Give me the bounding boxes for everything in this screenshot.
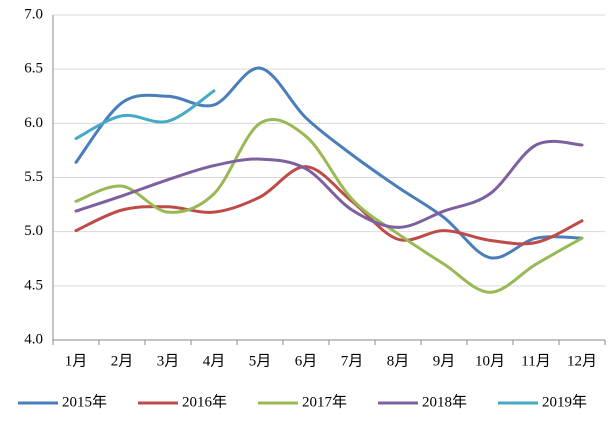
legend-label: 2015年 — [62, 393, 107, 410]
x-tick-label: 10月 — [475, 353, 505, 369]
x-tick-label: 12月 — [567, 353, 597, 369]
y-tick-label: 5.0 — [24, 223, 43, 239]
series-line — [74, 139, 584, 229]
y-tick-label: 7.0 — [24, 6, 43, 22]
legend-label: 2018年 — [422, 393, 467, 410]
x-tick-label: 11月 — [521, 353, 550, 369]
y-tick-label: 6.0 — [24, 115, 43, 131]
y-tick-label: 4.0 — [24, 331, 43, 347]
x-tick-label: 7月 — [341, 353, 364, 369]
x-tick-label: 2月 — [111, 353, 134, 369]
series-line — [74, 118, 584, 294]
series-line — [74, 66, 584, 260]
legend-label: 2017年 — [302, 393, 347, 410]
x-tick-label: 6月 — [295, 353, 318, 369]
x-tick-label: 1月 — [65, 353, 88, 369]
x-tick-label: 9月 — [433, 353, 456, 369]
x-tick-label: 4月 — [203, 353, 226, 369]
y-tick-label: 4.5 — [24, 277, 43, 293]
x-tick-label: 8月 — [387, 353, 410, 369]
x-tick-label: 3月 — [157, 353, 180, 369]
series-line — [74, 165, 584, 246]
y-tick-label: 6.5 — [24, 61, 43, 77]
series-line — [74, 89, 216, 140]
legend-label: 2019年 — [542, 393, 587, 410]
legend-label: 2016年 — [182, 393, 227, 410]
y-tick-label: 5.5 — [24, 169, 43, 185]
x-tick-label: 5月 — [249, 353, 272, 369]
